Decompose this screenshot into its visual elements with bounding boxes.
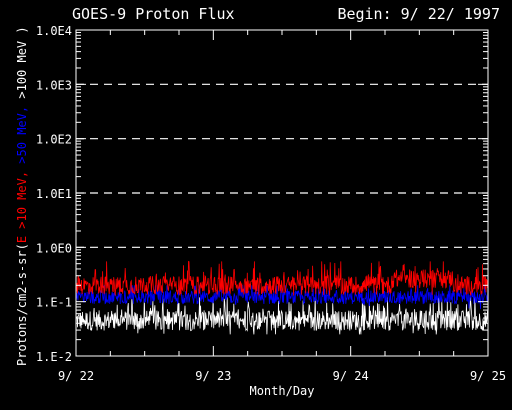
x-axis-label: Month/Day — [249, 384, 314, 398]
x-tick-labels: 9/ 22 9/ 23 9/ 24 9/ 25 — [58, 369, 506, 383]
data-traces — [75, 260, 489, 335]
y-tick-label: 1.0E1 — [36, 187, 72, 201]
y-tick-label: 1.E-2 — [36, 350, 72, 364]
x-tick-label: 9/ 25 — [470, 369, 506, 383]
flux-series-line — [75, 284, 489, 310]
y-label-part: E >10 MeV, — [15, 164, 29, 243]
y-label-part: Protons/cm2-s-sr( — [15, 243, 29, 366]
y-tick-label: 1.0E2 — [36, 133, 72, 147]
plot-axes — [75, 29, 489, 357]
flux-series-line — [75, 260, 489, 296]
x-tick-label: 9/ 22 — [58, 369, 94, 383]
grid-lines — [76, 83, 488, 248]
flux-series-line — [75, 297, 489, 335]
y-tick-labels: 1.E-2 1.E-1 1.0E0 1.0E1 1.0E2 1.0E3 1.0E4 — [36, 24, 72, 364]
y-axis-label: Protons/cm2-s-sr(E >10 MeV, >50 MeV, >10… — [15, 26, 29, 366]
chart-title: GOES-9 Proton Flux — [72, 5, 235, 23]
begin-date-label: Begin: 9/ 22/ 1997 — [337, 5, 500, 23]
y-tick-label: 1.E-1 — [36, 296, 72, 310]
y-tick-label: 1.0E4 — [36, 24, 72, 38]
y-label-part: >50 MeV, — [15, 99, 29, 164]
y-label-part: >100 MeV ) — [15, 26, 29, 98]
x-tick-label: 9/ 23 — [195, 369, 231, 383]
y-tick-label: 1.0E0 — [36, 241, 72, 255]
y-tick-label: 1.0E3 — [36, 78, 72, 92]
x-tick-label: 9/ 24 — [333, 369, 369, 383]
